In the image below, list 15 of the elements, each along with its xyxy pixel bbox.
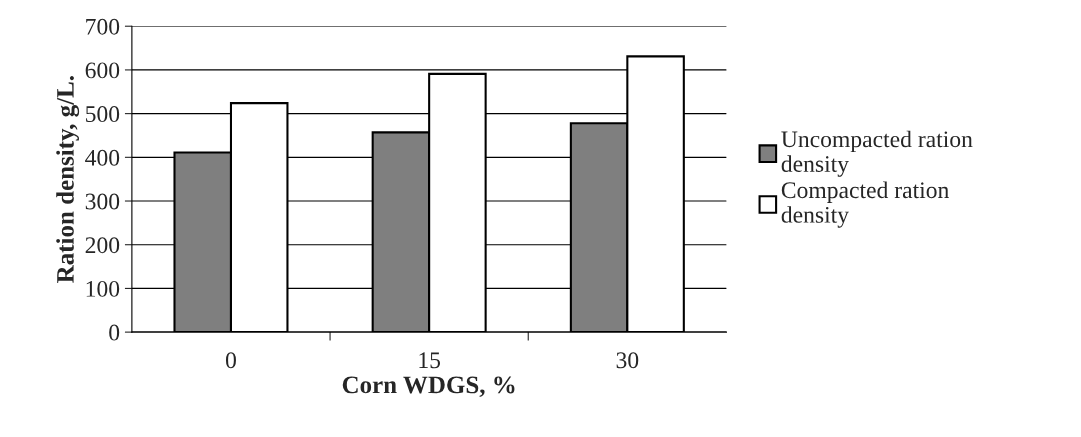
x-tick-label: 0 — [225, 352, 236, 369]
y-tick-label: 200 — [85, 237, 120, 254]
y-tick-label: 400 — [85, 149, 120, 166]
x-tick-label: 30 — [616, 352, 639, 369]
y-tick-label: 500 — [86, 106, 120, 123]
y-tick-label: 300 — [85, 193, 120, 210]
y-axis-title: Ration density, g/L. — [56, 76, 80, 283]
x-axis-title: Corn WDGS, % — [342, 376, 515, 397]
legend-label: Uncompacted ration density — [781, 130, 973, 177]
y-tick-label: 100 — [86, 280, 120, 297]
x-tick-label: 15 — [419, 352, 441, 369]
y-tick-label: 700 — [86, 18, 120, 35]
y-tick-label: 0 — [109, 324, 120, 341]
y-tick-label: 600 — [85, 62, 120, 79]
legend-label: Compacted ration density — [781, 181, 949, 228]
